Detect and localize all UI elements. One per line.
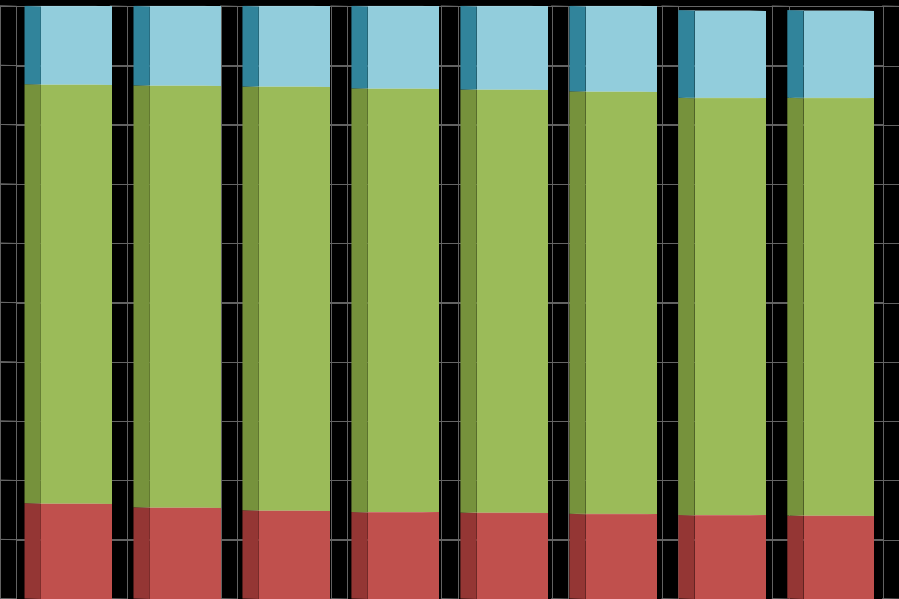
- Bar: [804, 98, 875, 516]
- Bar: [695, 515, 766, 599]
- Polygon shape: [679, 10, 695, 98]
- Polygon shape: [24, 503, 40, 599]
- Bar: [586, 92, 656, 515]
- Bar: [40, 7, 111, 84]
- Polygon shape: [460, 513, 476, 599]
- Polygon shape: [460, 89, 476, 513]
- Bar: [368, 513, 439, 599]
- Polygon shape: [788, 10, 804, 98]
- Bar: [695, 11, 766, 98]
- Polygon shape: [569, 6, 586, 92]
- Bar: [40, 504, 111, 599]
- Polygon shape: [24, 84, 40, 504]
- Polygon shape: [352, 88, 368, 513]
- Bar: [259, 7, 330, 87]
- Bar: [150, 7, 220, 86]
- Polygon shape: [788, 98, 804, 516]
- Polygon shape: [133, 507, 150, 599]
- Bar: [150, 508, 220, 599]
- Bar: [476, 7, 547, 90]
- Polygon shape: [243, 86, 259, 511]
- Bar: [476, 90, 547, 513]
- Polygon shape: [352, 512, 368, 599]
- Bar: [259, 87, 330, 511]
- Bar: [368, 7, 439, 89]
- Polygon shape: [243, 6, 259, 87]
- Polygon shape: [569, 514, 586, 599]
- Bar: [695, 98, 766, 515]
- Bar: [804, 516, 875, 599]
- Bar: [586, 7, 656, 92]
- Polygon shape: [243, 510, 259, 599]
- Bar: [150, 86, 220, 508]
- Bar: [40, 84, 111, 504]
- Bar: [476, 513, 547, 599]
- Bar: [259, 511, 330, 599]
- Polygon shape: [24, 6, 40, 84]
- Polygon shape: [679, 98, 695, 515]
- Polygon shape: [460, 6, 476, 90]
- Bar: [804, 11, 875, 98]
- Polygon shape: [569, 91, 586, 515]
- Bar: [368, 89, 439, 513]
- Polygon shape: [133, 6, 150, 86]
- Polygon shape: [788, 516, 804, 599]
- Polygon shape: [679, 515, 695, 599]
- Polygon shape: [352, 6, 368, 89]
- Polygon shape: [133, 85, 150, 508]
- Bar: [586, 515, 656, 599]
